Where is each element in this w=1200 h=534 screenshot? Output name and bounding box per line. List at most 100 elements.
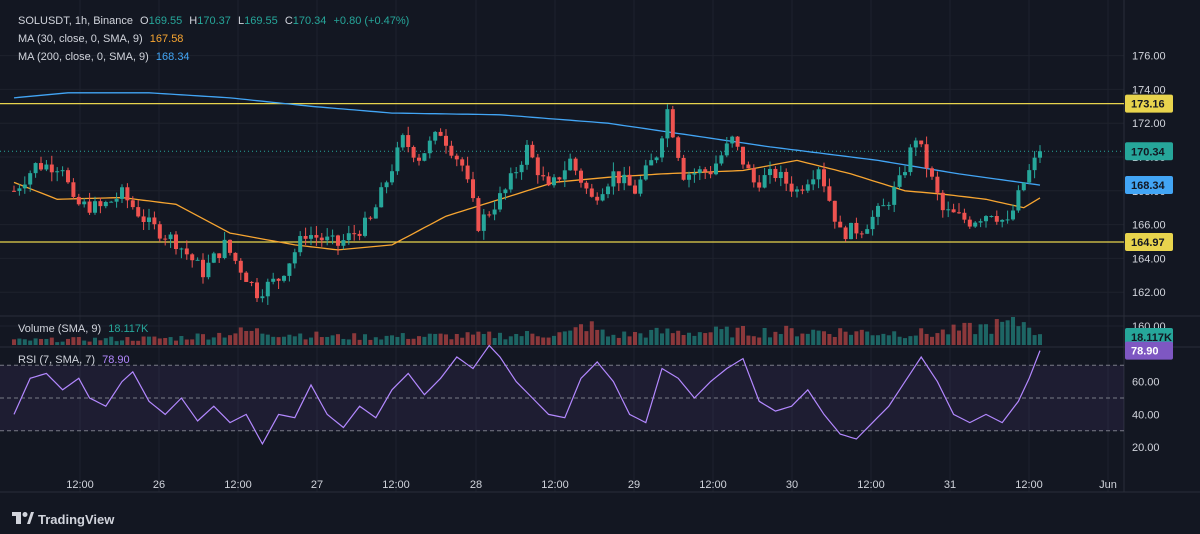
volume-bar bbox=[552, 335, 556, 345]
time-tick-label: 12:00 bbox=[541, 479, 569, 491]
time-tick-label: 12:00 bbox=[699, 479, 727, 491]
candle-body bbox=[687, 174, 691, 180]
volume-bar bbox=[924, 333, 929, 345]
candle-body bbox=[627, 174, 632, 186]
candle-body bbox=[654, 157, 659, 161]
volume-bar bbox=[228, 335, 232, 345]
volume-bar bbox=[514, 333, 519, 345]
volume-bar bbox=[595, 329, 600, 345]
last-price-tag-bg bbox=[1125, 142, 1173, 161]
candle-body bbox=[649, 160, 654, 166]
candle-body bbox=[978, 221, 983, 223]
volume-bar bbox=[1021, 322, 1026, 345]
candle-body bbox=[951, 209, 956, 213]
candle-body bbox=[417, 157, 421, 161]
time-tick-label: 12:00 bbox=[857, 479, 885, 491]
candle-body bbox=[147, 217, 151, 223]
time-tick-label: 12:00 bbox=[1015, 479, 1043, 491]
candle-body bbox=[336, 235, 340, 246]
price-axis[interactable]: 176.00174.00172.00170.00168.00166.00164.… bbox=[1125, 51, 1173, 455]
volume-bar bbox=[913, 335, 918, 345]
candle-body bbox=[498, 193, 502, 210]
ohlc-legend: SOLUSDT, 1h, Binance O169.55 H170.37 L16… bbox=[18, 15, 413, 27]
time-axis[interactable]: 12:00 26 12:00 27 12:00 28 12:00 29 12:00 30 12:00… bbox=[66, 479, 1117, 491]
candle-body bbox=[433, 131, 438, 141]
volume-bar bbox=[179, 336, 184, 345]
ma200-legend[interactable]: MA (200, close, 0, SMA, 9) 168.34 bbox=[18, 51, 194, 63]
volume-bar bbox=[665, 328, 670, 345]
candle-body bbox=[271, 278, 276, 282]
volume-bar bbox=[816, 330, 821, 345]
time-tick-label: 29 bbox=[628, 479, 640, 491]
candle-body bbox=[897, 175, 902, 187]
volume-bar bbox=[352, 333, 357, 345]
volume-bar bbox=[400, 333, 405, 345]
candle-body bbox=[1027, 170, 1032, 183]
rsi-label: RSI (7, SMA, 7) bbox=[18, 354, 96, 366]
price-tick-label: 162.00 bbox=[1132, 287, 1166, 299]
volume-bar bbox=[897, 336, 902, 345]
ma200-tag-bg bbox=[1125, 176, 1173, 195]
candle-body bbox=[352, 233, 357, 235]
volume-bar bbox=[600, 329, 605, 345]
open-value: 169.55 bbox=[148, 15, 183, 27]
volume-bar bbox=[773, 331, 778, 345]
candle-body bbox=[800, 189, 805, 191]
candle-body bbox=[217, 253, 222, 259]
volume-bar bbox=[957, 330, 961, 345]
volume-bar bbox=[908, 336, 913, 345]
candle-body bbox=[535, 157, 540, 176]
tradingview-watermark[interactable]: TradingView bbox=[12, 511, 114, 527]
volume-bar bbox=[460, 337, 465, 345]
candle-body bbox=[719, 155, 724, 164]
volume-bar bbox=[141, 336, 146, 345]
candle-body bbox=[444, 135, 448, 146]
volume-bar bbox=[476, 331, 481, 345]
candle-body bbox=[503, 189, 508, 194]
ma30-value: 167.58 bbox=[149, 33, 184, 45]
volume-bar bbox=[287, 334, 292, 345]
last-price-tag: 170.34 bbox=[1131, 146, 1166, 158]
symbol-title[interactable]: SOLUSDT, 1h, Binance bbox=[18, 15, 133, 27]
volume-bar bbox=[989, 333, 994, 345]
candle-body bbox=[179, 248, 184, 250]
candle-body bbox=[238, 260, 243, 273]
ma200-value: 168.34 bbox=[155, 51, 190, 63]
volume-bar bbox=[849, 334, 853, 345]
volume-bar bbox=[962, 322, 967, 345]
candle-body bbox=[541, 175, 546, 177]
volume-bar bbox=[557, 332, 562, 345]
candle-body bbox=[400, 135, 405, 148]
volume-bar bbox=[303, 339, 308, 345]
candle-body bbox=[379, 187, 384, 208]
candle-body bbox=[967, 219, 972, 227]
volume-bar bbox=[503, 339, 508, 345]
candle-body bbox=[665, 109, 670, 139]
candle-body bbox=[870, 216, 875, 230]
volume-bar bbox=[49, 337, 54, 345]
volume-bar bbox=[838, 328, 843, 345]
candle-body bbox=[903, 172, 907, 176]
candle-body bbox=[832, 200, 837, 222]
candle-body bbox=[762, 175, 767, 188]
ma30-legend[interactable]: MA (30, close, 0, SMA, 9) 167.58 bbox=[18, 33, 187, 45]
candle-body bbox=[260, 296, 265, 299]
volume-bar bbox=[465, 332, 470, 345]
candle-body bbox=[633, 185, 637, 194]
candle-body bbox=[1032, 157, 1037, 171]
rsi-legend[interactable]: RSI (7, SMA, 7) 78.90 bbox=[18, 354, 134, 366]
volume-bar bbox=[184, 339, 189, 345]
volume-bar bbox=[940, 329, 945, 345]
volume-legend[interactable]: Volume (SMA, 9) 18.117K bbox=[18, 323, 152, 335]
volume-bar bbox=[795, 336, 799, 345]
volume-bar bbox=[395, 336, 400, 345]
rsi-tag: 78.90 bbox=[1131, 346, 1159, 358]
volume-bar bbox=[676, 330, 681, 345]
candle-body bbox=[93, 201, 97, 213]
upper-level-tag-bg bbox=[1125, 94, 1173, 113]
candle-body bbox=[228, 239, 232, 253]
candle-body bbox=[395, 147, 400, 172]
volume-bar bbox=[265, 334, 270, 345]
volume-bar bbox=[444, 334, 448, 345]
